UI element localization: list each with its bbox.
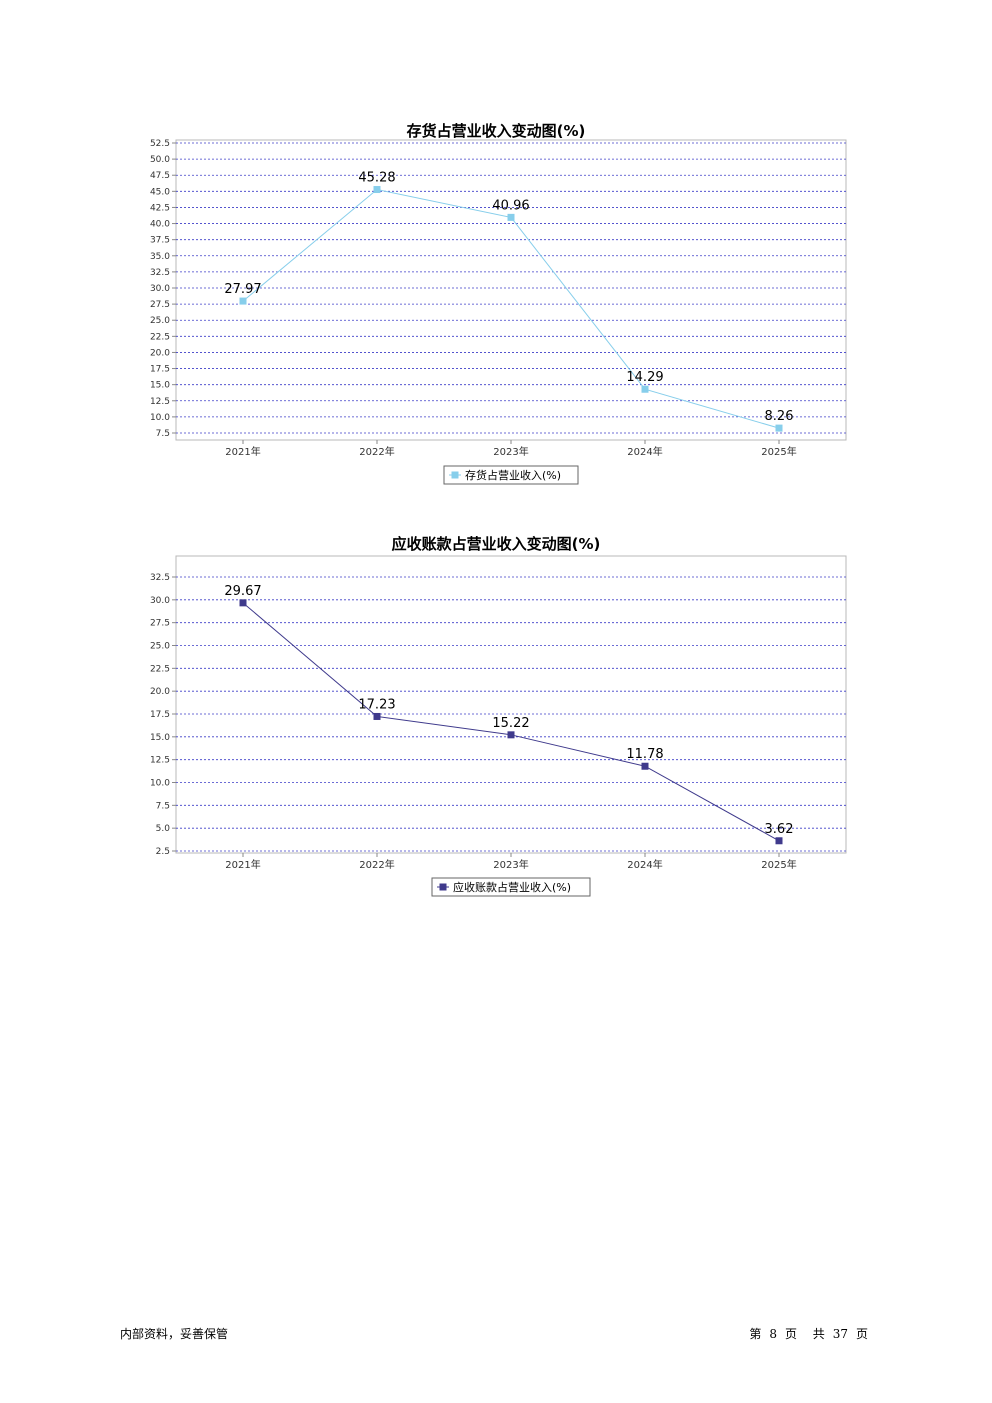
y-tick-label: 32.5: [150, 573, 170, 583]
y-tick-label: 7.5: [156, 801, 170, 811]
y-tick-label: 42.5: [150, 203, 170, 213]
total-prefix: 共: [812, 1327, 825, 1341]
chart-title: 存货占营业收入变动图(%): [406, 122, 586, 140]
data-point: [775, 837, 783, 845]
y-tick-label: 30.0: [150, 596, 170, 606]
x-tick-label: 2021年: [225, 858, 260, 871]
x-tick-label: 2022年: [359, 445, 394, 458]
data-label: 14.29: [626, 370, 663, 385]
y-tick-label: 2.5: [156, 847, 170, 857]
y-tick-label: 35.0: [150, 252, 170, 262]
data-point: [239, 599, 247, 607]
y-tick-label: 47.5: [150, 171, 170, 181]
y-tick-label: 17.5: [150, 710, 170, 720]
data-label: 17.23: [358, 697, 395, 712]
y-tick-label: 50.0: [150, 155, 170, 165]
page-prefix: 第: [749, 1327, 762, 1341]
y-tick-label: 45.0: [150, 187, 170, 197]
data-point: [641, 762, 649, 770]
y-tick-label: 7.5: [156, 429, 170, 439]
data-label: 15.22: [492, 716, 529, 731]
data-point: [239, 297, 247, 305]
x-tick-label: 2025年: [761, 858, 796, 871]
legend-label: 存货占营业收入(%): [465, 468, 561, 482]
y-tick-label: 52.5: [150, 139, 170, 149]
plot-area: [175, 139, 847, 441]
data-point: [507, 213, 515, 221]
data-point: [641, 385, 649, 393]
x-tick-label: 2024年: [627, 858, 662, 871]
chart-inventory: 存货占营业收入变动图(%) 52.5 50.0 47.5 45.0 42.5 40.0 37…: [0, 0, 992, 500]
x-tick-label: 2023年: [493, 445, 528, 458]
y-tick-label: 40.0: [150, 220, 170, 230]
x-tick-label: 2021年: [225, 445, 260, 458]
data-point: [373, 186, 381, 194]
y-tick-label: 17.5: [150, 365, 170, 375]
chart-svg: 52.5 50.0 47.5 45.0 42.5 40.0 37.5 35.0 32.5 30.0…: [150, 139, 847, 485]
data-label: 3.62: [765, 822, 794, 837]
data-label: 11.78: [626, 747, 663, 762]
y-tick-label: 30.0: [150, 284, 170, 294]
x-tick-label: 2023年: [493, 858, 528, 871]
plot-area: [175, 555, 847, 854]
y-tick-label: 12.5: [150, 756, 170, 766]
page-unit: 页: [785, 1327, 798, 1341]
data-label: 45.28: [358, 171, 395, 186]
y-tick-label: 37.5: [150, 236, 170, 246]
legend-box: [431, 877, 591, 897]
y-tick-label: 10.0: [150, 779, 170, 789]
y-tick-label: 5.0: [156, 824, 171, 834]
y-tick-label: 27.5: [150, 300, 170, 310]
x-tick-label: 2022年: [359, 858, 394, 871]
chart-svg: 32.5 30.0 27.5 25.0 22.5 20.0 17.5 15.0 12.5 10.0…: [150, 555, 847, 897]
y-tick-label: 25.0: [150, 316, 170, 326]
y-tick-label: 22.5: [150, 332, 170, 342]
page-number: 8: [769, 1327, 778, 1341]
data-point: [775, 424, 783, 432]
y-tick-label: 10.0: [150, 413, 170, 423]
chart-receivables: 应收账款占营业收入变动图(%) 32.5 30.0 27.5 25.0 22.5 20.0…: [150, 535, 847, 897]
y-tick-label: 15.0: [150, 733, 170, 743]
y-tick-label: 32.5: [150, 268, 170, 278]
y-tick-label: 12.5: [150, 397, 170, 407]
total-pages: 37: [832, 1327, 848, 1341]
x-tick-label: 2025年: [761, 445, 796, 458]
chart-title: 应收账款占营业收入变动图(%): [391, 535, 601, 553]
data-label: 27.97: [224, 282, 261, 297]
data-label: 40.96: [492, 198, 529, 213]
y-tick-label: 15.0: [150, 381, 170, 391]
y-tick-label: 25.0: [150, 642, 170, 652]
data-point: [373, 712, 381, 720]
legend-marker: [451, 471, 459, 479]
data-point: [507, 731, 515, 739]
total-unit: 页: [855, 1327, 868, 1341]
legend-label: 应收账款占营业收入(%): [453, 880, 571, 894]
y-tick-label: 27.5: [150, 619, 170, 629]
legend-marker: [439, 883, 447, 891]
y-tick-label: 20.0: [150, 687, 170, 697]
footer-confidential-note: 内部资料，妥善保管: [120, 1327, 229, 1341]
data-label: 8.26: [765, 409, 794, 424]
data-label: 29.67: [224, 584, 261, 599]
y-tick-label: 20.0: [150, 348, 170, 358]
x-tick-label: 2024年: [627, 445, 662, 458]
y-tick-label: 22.5: [150, 664, 170, 674]
legend-box: [443, 465, 579, 485]
